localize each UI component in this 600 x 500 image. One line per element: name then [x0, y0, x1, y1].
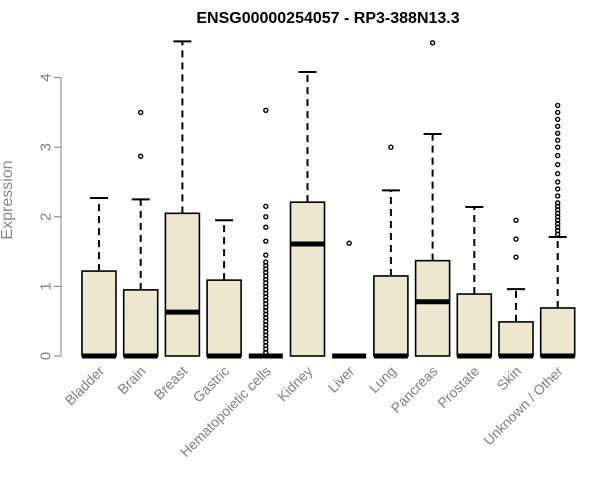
- outlier-point: [555, 102, 561, 109]
- outlier-point: [263, 107, 269, 114]
- outlier-point: [263, 252, 269, 258]
- outlier-point: [263, 214, 269, 220]
- boxes-layer: [81, 40, 576, 359]
- outlier-point: [555, 137, 561, 143]
- box: [414, 259, 451, 357]
- box-group: [414, 40, 451, 357]
- outlier-point: [137, 153, 144, 159]
- box-group: [373, 144, 409, 359]
- x-tick-label: Kidney: [274, 363, 316, 405]
- box-group: [498, 217, 534, 359]
- y-tick-label: 4: [38, 73, 55, 81]
- outlier-point: [137, 109, 144, 116]
- box-group: [289, 71, 326, 357]
- box: [122, 289, 159, 357]
- box-group: [539, 102, 576, 359]
- box-group: [456, 206, 493, 359]
- box-group: [332, 240, 367, 359]
- x-tick-label: Skin: [494, 363, 525, 394]
- outlier-point: [555, 179, 561, 185]
- outlier-point: [513, 236, 519, 242]
- outlier-point: [555, 116, 561, 123]
- y-axis-label: Expression: [0, 160, 16, 239]
- outlier-point: [555, 193, 561, 199]
- outlier-point: [555, 170, 561, 177]
- outlier-point: [555, 123, 561, 130]
- box: [539, 307, 576, 357]
- x-tick-label: Bladder: [62, 363, 108, 409]
- outlier-point: [513, 254, 519, 260]
- x-tick-label: Brain: [114, 363, 148, 397]
- outlier-point: [555, 130, 561, 136]
- box: [456, 293, 493, 357]
- y-tick-label: 1: [38, 282, 55, 290]
- x-tick-label: Lung: [366, 363, 399, 396]
- box-group: [206, 219, 242, 359]
- box-group: [81, 197, 117, 359]
- x-tick-label: Breast: [151, 363, 191, 403]
- outlier-point: [263, 203, 269, 210]
- y-axis: 0 1 2 3 4: [38, 73, 62, 360]
- outlier-point: [429, 40, 436, 46]
- box-group: [248, 107, 283, 359]
- box: [498, 321, 534, 357]
- box-group: [164, 40, 201, 357]
- box: [81, 270, 117, 357]
- box-group: [122, 109, 159, 359]
- outlier-point: [263, 224, 269, 230]
- outlier-point: [346, 240, 352, 246]
- y-tick-label: 0: [38, 352, 55, 360]
- y-tick-label: 3: [38, 143, 55, 151]
- outlier-point: [263, 259, 269, 265]
- y-tick-label: 2: [38, 213, 55, 221]
- outlier-point: [555, 109, 561, 116]
- x-tick-label: Liver: [325, 363, 358, 396]
- outlier-point: [555, 144, 561, 150]
- x-tick-label: Prostate: [434, 363, 482, 411]
- x-tick-label: Unknown / Other: [480, 363, 566, 449]
- outlier-point: [263, 238, 269, 244]
- box: [164, 212, 201, 357]
- box: [373, 275, 409, 357]
- chart-title: ENSG00000254057 - RP3-388N13.3: [196, 10, 459, 27]
- box: [289, 201, 326, 357]
- outlier-point: [555, 186, 561, 192]
- outlier-point: [555, 152, 561, 159]
- box: [206, 279, 242, 357]
- outlier-point: [555, 200, 561, 206]
- outlier-point: [513, 217, 519, 223]
- outlier-point: [555, 161, 561, 168]
- outlier-point: [388, 144, 394, 150]
